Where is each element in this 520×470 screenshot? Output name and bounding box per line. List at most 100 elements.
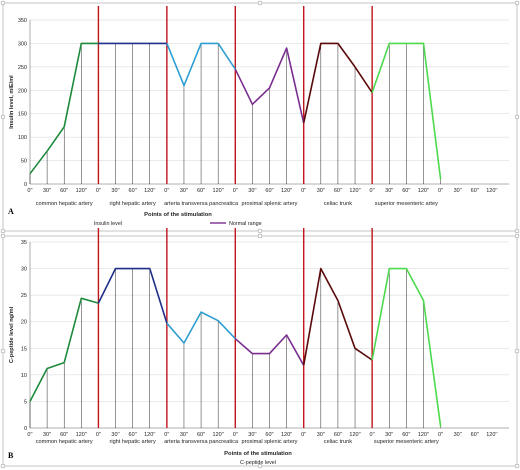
frame-handle <box>257 0 263 6</box>
x-tick-label: 60'' <box>197 188 205 194</box>
x-tick-label: 60'' <box>334 188 342 194</box>
segment-label: celiac trunk <box>324 439 352 445</box>
x-tick-label: 0'' <box>301 188 306 194</box>
x-tick-label: 60'' <box>471 188 479 194</box>
x-tick-label: 60'' <box>402 188 410 194</box>
x-tick-label: 60'' <box>265 432 273 438</box>
x-tick-label: 30'' <box>317 188 325 194</box>
segment-label: proximal splenic artery <box>242 201 298 207</box>
x-tick-label: 60'' <box>129 188 137 194</box>
frame-handle <box>257 233 263 239</box>
y-tick-label: 30 <box>21 267 27 273</box>
x-tick-label: 60'' <box>60 188 68 194</box>
x-tick-label: 120'' <box>281 188 292 194</box>
legend-label: Normal range <box>229 221 262 227</box>
frame-handle <box>0 463 6 469</box>
x-tick-label: 0'' <box>301 432 306 438</box>
series-line-6 <box>371 42 442 180</box>
x-tick-label: 0'' <box>164 432 169 438</box>
y-tick-label: 200 <box>18 88 27 94</box>
y-tick-label: 0 <box>24 182 27 188</box>
segment-label: common hepatic artery <box>36 439 93 445</box>
x-tick-label: 60'' <box>197 432 205 438</box>
x-tick-label: 30'' <box>454 188 462 194</box>
y-tick-label: 15 <box>21 346 27 352</box>
x-tick-label: 30'' <box>43 188 51 194</box>
x-tick-label: 0'' <box>27 432 32 438</box>
y-axis-label: Insulin level, mIE/ml <box>9 75 15 129</box>
y-tick-label: 5 <box>24 399 27 405</box>
legend-label: Insulin level <box>94 221 122 227</box>
x-tick-label: 120'' <box>349 432 360 438</box>
x-tick-label: 30'' <box>385 188 393 194</box>
x-tick-label: 60'' <box>334 432 342 438</box>
frame-handle <box>514 348 520 354</box>
panel-letter: A <box>8 207 14 216</box>
x-tick-label: 30'' <box>111 188 119 194</box>
y-axis-label: C-peptide level ng/ml <box>9 306 15 363</box>
x-tick-label: 0'' <box>370 432 375 438</box>
series-line-3 <box>166 42 236 87</box>
segment-label: superior mesenteric artey <box>375 201 438 207</box>
legend: Insulin level Normal range <box>94 221 262 227</box>
x-tick-label: 30'' <box>111 432 119 438</box>
panel-a: 0 50 100 150 200 250 300 350 0'' 30'' 60'' 120'' 0''… <box>0 0 520 234</box>
x-tick-label: 120'' <box>76 188 87 194</box>
x-tick-label: 0'' <box>370 188 375 194</box>
y-tick-label: 350 <box>18 18 27 24</box>
x-tick-label: 60'' <box>471 432 479 438</box>
x-tick-label: 120'' <box>281 432 292 438</box>
x-axis-sublabel: C-peptide level <box>240 460 276 466</box>
panel-letter: B <box>8 451 14 460</box>
frame-handle <box>0 348 6 354</box>
x-tick-label: 120'' <box>213 188 224 194</box>
y-tick-label: 20 <box>21 320 27 326</box>
x-tick-label: 30'' <box>43 432 51 438</box>
segment-label: arteria transversa pancreatica <box>164 439 239 445</box>
x-tick-label: 120'' <box>418 432 429 438</box>
series-line-3 <box>166 311 236 344</box>
x-tick-label: 0'' <box>233 432 238 438</box>
x-tick-label: 30'' <box>317 432 325 438</box>
frame-handle <box>257 463 263 469</box>
x-tick-label: 60'' <box>265 188 273 194</box>
x-tick-label: 120'' <box>486 432 497 438</box>
x-axis-label: Points of the stimulation <box>224 451 292 457</box>
y-tick-label: 25 <box>21 293 27 299</box>
frame-handle <box>514 114 520 120</box>
x-tick-label: 60'' <box>402 432 410 438</box>
series-line-4 <box>234 47 305 124</box>
x-tick-label: 30'' <box>180 188 188 194</box>
series-line-1 <box>29 297 99 402</box>
x-tick-label: 120'' <box>76 432 87 438</box>
frame-handle <box>0 233 6 239</box>
series-line-5 <box>302 42 373 124</box>
frame-handle <box>514 228 520 234</box>
x-axis-label: Points of the stimulation <box>144 212 212 218</box>
x-tick-label: 30'' <box>454 432 462 438</box>
series-line-2 <box>97 267 168 324</box>
panel-b: 0 5 10 15 20 25 30 35 0'' 30'' 60'' 120'' 0'' 30'' 60'… <box>0 228 520 469</box>
x-tick-label: 30'' <box>248 432 256 438</box>
y-tick-label: 300 <box>18 41 27 47</box>
frame-handle <box>514 0 520 6</box>
y-tick-label: 35 <box>21 240 27 246</box>
x-tick-label: 60'' <box>129 432 137 438</box>
frame-handle <box>514 233 520 239</box>
x-tick-label: 120'' <box>213 432 224 438</box>
frame-handle <box>0 0 6 6</box>
y-tick-label: 10 <box>21 373 27 379</box>
x-tick-label: 0'' <box>233 188 238 194</box>
segment-label: celiac trunk <box>324 201 352 207</box>
y-tick-label: 50 <box>21 159 27 165</box>
frame-handle <box>0 114 6 120</box>
segment-label: right hepatic artery <box>109 201 156 207</box>
frame-handle <box>257 228 263 234</box>
y-tick-label: 150 <box>18 112 27 118</box>
x-tick-label: 30'' <box>180 432 188 438</box>
segment-label: common hepatic artery <box>36 201 93 207</box>
y-tick-label: 0 <box>24 426 27 432</box>
x-tick-label: 0'' <box>27 188 32 194</box>
